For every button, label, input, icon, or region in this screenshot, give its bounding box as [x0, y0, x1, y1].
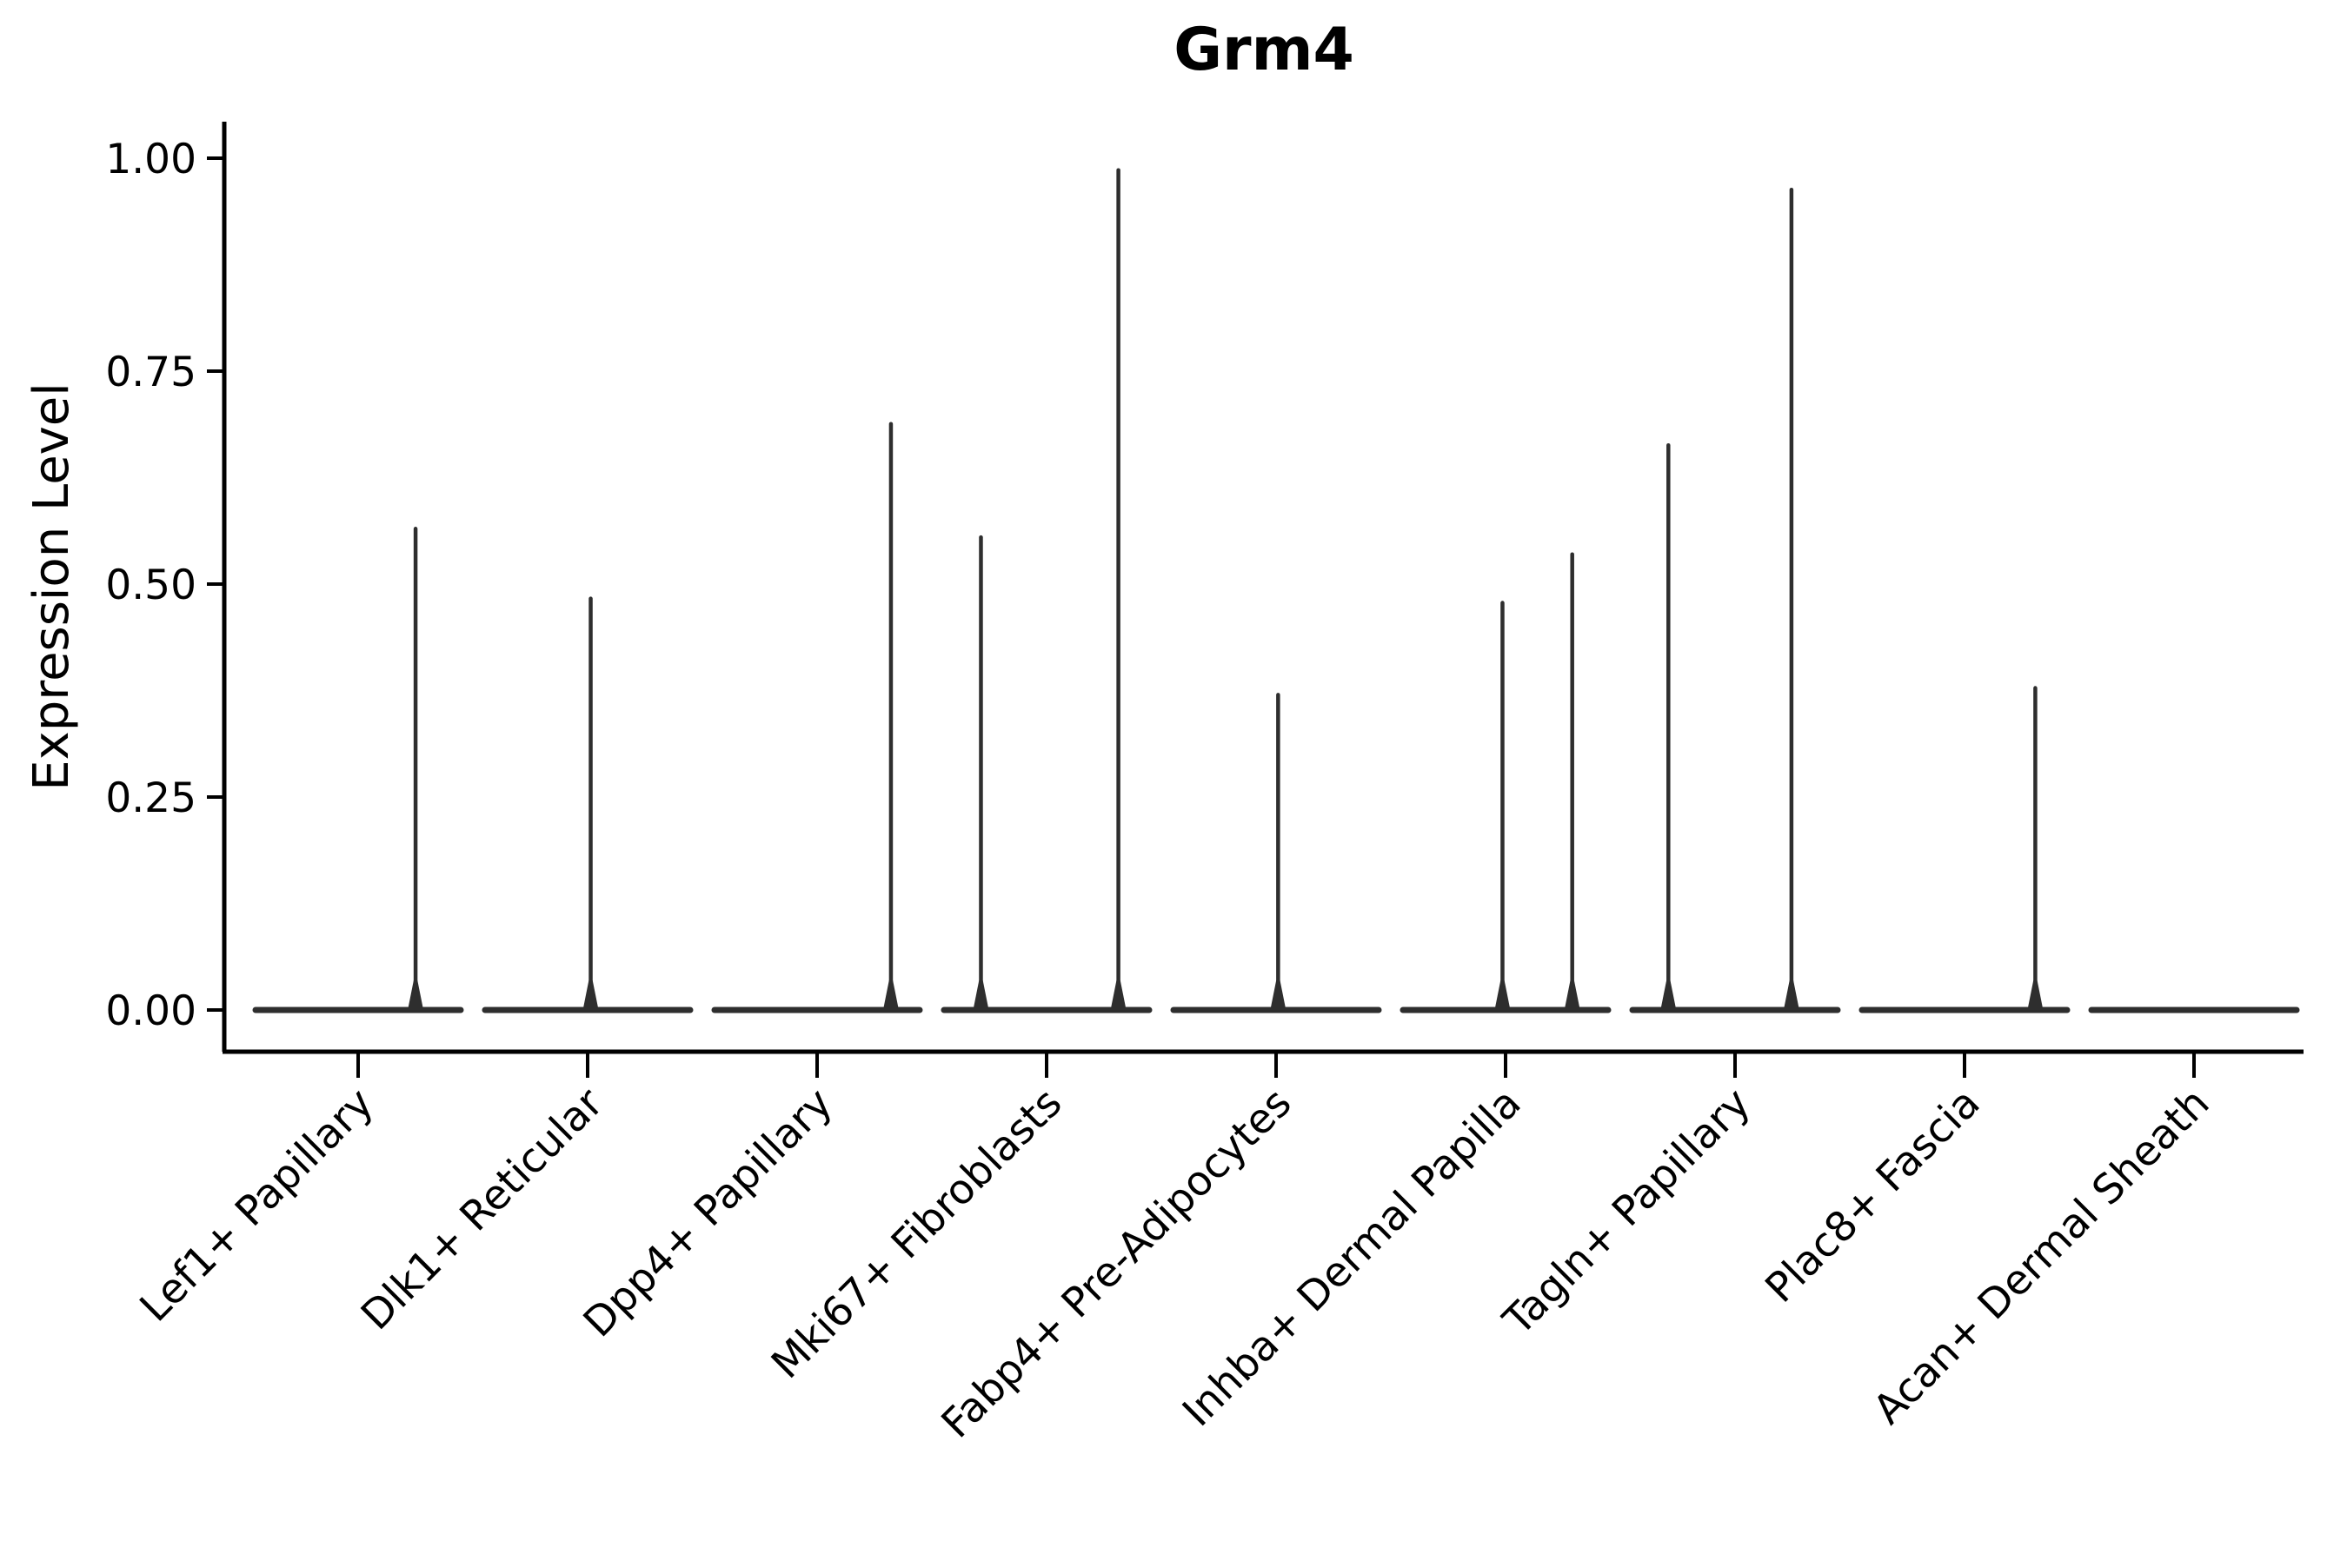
y-axis-label: Expression Level	[23, 382, 80, 791]
x-tick-label: Plac8+ Fascia	[1757, 1080, 1990, 1312]
y-tick-label: 0.50	[105, 561, 196, 609]
violin	[941, 168, 1153, 1013]
violin	[252, 527, 464, 1013]
violin	[482, 596, 694, 1013]
y-tick-label: 0.25	[105, 774, 196, 822]
y-tick-label: 1.00	[105, 136, 196, 183]
x-tick-label: Dlk1+ Reticular	[352, 1079, 613, 1339]
x-tick-label: Lef1+ Papillary	[131, 1080, 383, 1332]
y-tick-label: 0.75	[105, 349, 196, 396]
violin-layer	[252, 168, 2300, 1013]
x-tick-label: Dpp4+ Papillary	[575, 1080, 842, 1347]
x-tick-label: Tagln+ Papillary	[1494, 1080, 1760, 1345]
chart-title: Grm4	[1174, 16, 1354, 84]
violin	[1858, 686, 2071, 1013]
violin	[711, 422, 923, 1013]
y-tick-label: 0.00	[105, 987, 196, 1035]
violin	[1400, 552, 1612, 1013]
axes-layer: 0.00 0.25 0.50 0.75 1.00 Lef1+ PapillaryDlk1+…	[105, 122, 2304, 1447]
violin	[1629, 188, 1841, 1013]
violin	[1170, 693, 1382, 1013]
